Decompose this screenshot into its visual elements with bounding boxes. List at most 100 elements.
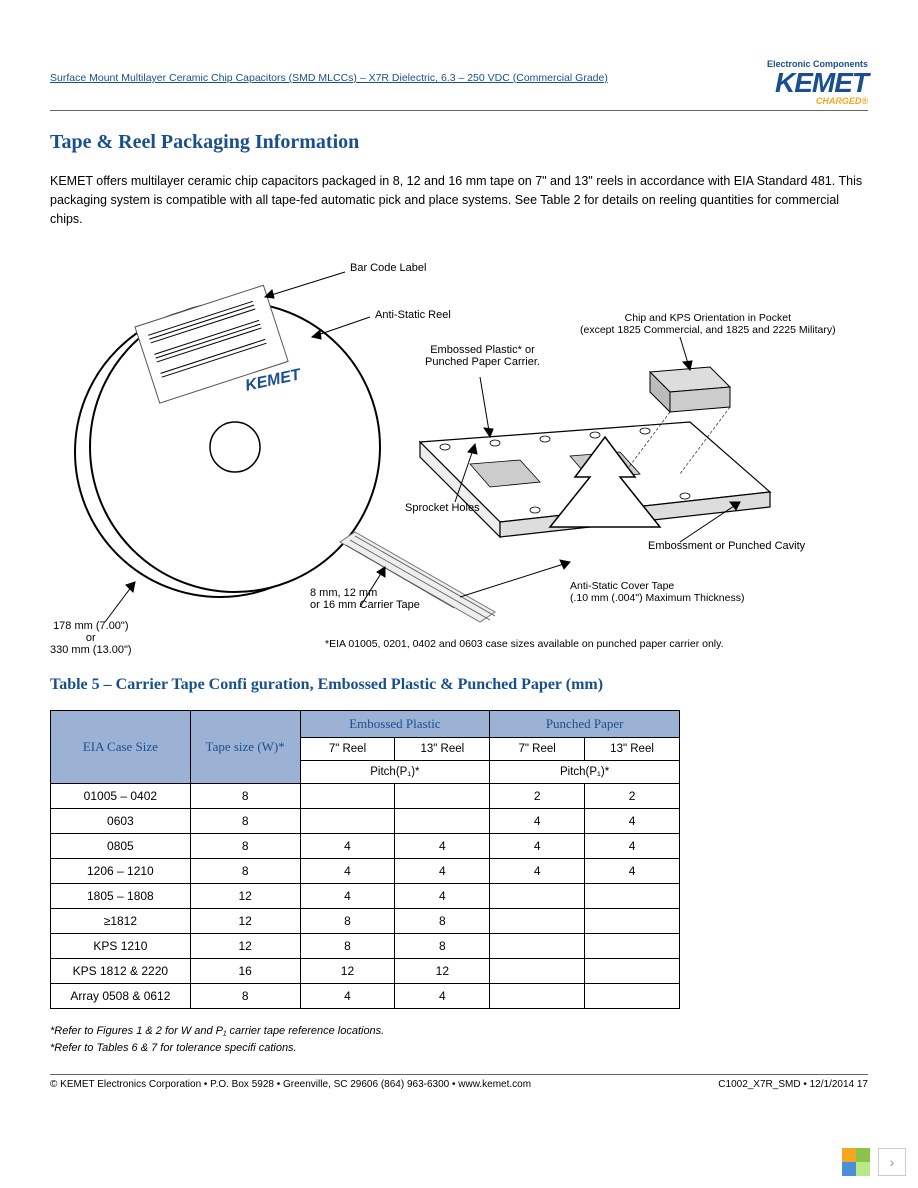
table-cell: KPS 1812 & 2220 bbox=[51, 959, 191, 984]
section-body: KEMET offers multilayer ceramic chip cap… bbox=[50, 172, 868, 228]
table-cell: 8 bbox=[190, 834, 300, 859]
table-cell: 4 bbox=[490, 859, 585, 884]
label-barcode: Bar Code Label bbox=[350, 262, 426, 274]
table-cell: 2 bbox=[490, 784, 585, 809]
document-page: Surface Mount Multilayer Ceramic Chip Ca… bbox=[0, 0, 918, 1130]
footer-left: © KEMET Electronics Corporation • P.O. B… bbox=[50, 1079, 531, 1090]
table-cell: 4 bbox=[490, 809, 585, 834]
table-cell: 8 bbox=[300, 934, 395, 959]
table-cell: 4 bbox=[395, 984, 490, 1009]
table-cell bbox=[490, 984, 585, 1009]
table-cell: 16 bbox=[190, 959, 300, 984]
table-cell: 4 bbox=[300, 859, 395, 884]
table-cell: Array 0508 & 0612 bbox=[51, 984, 191, 1009]
table-row: KPS 1812 & 2220161212 bbox=[51, 959, 680, 984]
table-cell: 4 bbox=[395, 834, 490, 859]
table-cell: 4 bbox=[395, 859, 490, 884]
table-row: 080584444 bbox=[51, 834, 680, 859]
table-cell bbox=[490, 959, 585, 984]
table-row: 01005 – 04028 22 bbox=[51, 784, 680, 809]
table-cell bbox=[395, 784, 490, 809]
col-e-pitch: Pitch(P₁)* bbox=[300, 761, 490, 784]
table-footnotes: *Refer to Figures 1 & 2 for W and P₁ car… bbox=[50, 1023, 868, 1056]
table-cell: 12 bbox=[190, 909, 300, 934]
table-cell: 8 bbox=[190, 859, 300, 884]
table-cell: 1805 – 1808 bbox=[51, 884, 191, 909]
table-cell: 2 bbox=[585, 784, 680, 809]
table-cell bbox=[395, 809, 490, 834]
pager-widget: › bbox=[842, 1148, 906, 1176]
col-p-7reel: 7" Reel bbox=[490, 738, 585, 761]
table-cell: 8 bbox=[190, 984, 300, 1009]
logo-text: KEMET bbox=[767, 69, 868, 97]
diagram-svg bbox=[50, 242, 870, 662]
table-cell bbox=[585, 934, 680, 959]
pager-logo-icon bbox=[842, 1148, 870, 1176]
table-cell: 8 bbox=[395, 909, 490, 934]
table-cell: 1206 – 1210 bbox=[51, 859, 191, 884]
table-cell: 12 bbox=[300, 959, 395, 984]
table-cell bbox=[300, 809, 395, 834]
col-p-pitch: Pitch(P₁)* bbox=[490, 761, 680, 784]
label-anti-static-reel: Anti-Static Reel bbox=[375, 309, 451, 321]
col-e-7reel: 7" Reel bbox=[300, 738, 395, 761]
next-page-button[interactable]: › bbox=[878, 1148, 906, 1176]
label-embossment: Embossment or Punched Cavity bbox=[648, 540, 805, 552]
table-cell: 01005 – 0402 bbox=[51, 784, 191, 809]
table-cell bbox=[585, 959, 680, 984]
table-cell: 4 bbox=[395, 884, 490, 909]
table-row: 1206 – 121084444 bbox=[51, 859, 680, 884]
table-row: ≥18121288 bbox=[51, 909, 680, 934]
page-footer: © KEMET Electronics Corporation • P.O. B… bbox=[50, 1079, 868, 1090]
footer-right: C1002_X7R_SMD • 12/1/2014 17 bbox=[718, 1079, 868, 1090]
table-cell: 0603 bbox=[51, 809, 191, 834]
label-cover-tape: Anti-Static Cover Tape (.10 mm (.004") M… bbox=[570, 580, 745, 604]
table-cell: 0805 bbox=[51, 834, 191, 859]
carrier-tape-table: EIA Case Size Tape size (W)* Embossed Pl… bbox=[50, 710, 680, 1009]
table-cell: 8 bbox=[300, 909, 395, 934]
table5-title: Table 5 – Carrier Tape Confi guration, E… bbox=[50, 676, 868, 694]
table-cell bbox=[585, 909, 680, 934]
page-header: Surface Mount Multilayer Ceramic Chip Ca… bbox=[50, 60, 868, 106]
table-cell bbox=[585, 984, 680, 1009]
label-sprocket: Sprocket Holes bbox=[405, 502, 480, 514]
col-case-size: EIA Case Size bbox=[51, 711, 191, 784]
col-p-13reel: 13" Reel bbox=[585, 738, 680, 761]
table-cell: 12 bbox=[190, 934, 300, 959]
table-cell: 8 bbox=[395, 934, 490, 959]
col-embossed: Embossed Plastic bbox=[300, 711, 490, 738]
table-row: 06038 44 bbox=[51, 809, 680, 834]
col-e-13reel: 13" Reel bbox=[395, 738, 490, 761]
col-tape-size: Tape size (W)* bbox=[190, 711, 300, 784]
table-cell: 4 bbox=[585, 809, 680, 834]
table-cell: 4 bbox=[490, 834, 585, 859]
table-cell: 4 bbox=[300, 834, 395, 859]
table-cell: 8 bbox=[190, 809, 300, 834]
chevron-right-icon: › bbox=[890, 1154, 895, 1170]
table-cell: 4 bbox=[585, 834, 680, 859]
footer-rule bbox=[50, 1074, 868, 1075]
section-title: Tape & Reel Packaging Information bbox=[50, 131, 868, 154]
table-cell: KPS 1210 bbox=[51, 934, 191, 959]
doc-title: Surface Mount Multilayer Ceramic Chip Ca… bbox=[50, 60, 608, 84]
table-cell bbox=[300, 784, 395, 809]
table-cell bbox=[585, 884, 680, 909]
table-cell: 12 bbox=[190, 884, 300, 909]
table-row: KPS 12101288 bbox=[51, 934, 680, 959]
table-cell: 4 bbox=[300, 984, 395, 1009]
label-embossed-carrier: Embossed Plastic* or Punched Paper Carri… bbox=[425, 344, 540, 368]
label-chip-orientation: Chip and KPS Orientation in Pocket (exce… bbox=[580, 312, 836, 336]
label-reel-dim: 178 mm (7.00") or 330 mm (13.00") bbox=[50, 620, 132, 656]
table-cell: 4 bbox=[300, 884, 395, 909]
brand-logo: Electronic Components KEMET CHARGED® bbox=[767, 60, 868, 106]
col-punched: Punched Paper bbox=[490, 711, 680, 738]
table-cell: 8 bbox=[190, 784, 300, 809]
logo-sub: CHARGED® bbox=[767, 97, 868, 106]
header-rule bbox=[50, 110, 868, 111]
footnote-1: *Refer to Figures 1 & 2 for W and P₁ car… bbox=[50, 1023, 868, 1040]
footnote-2: *Refer to Tables 6 & 7 for tolerance spe… bbox=[50, 1040, 868, 1057]
table-cell bbox=[490, 884, 585, 909]
label-carrier-tape: 8 mm, 12 mm or 16 mm Carrier Tape bbox=[310, 587, 420, 611]
table-row: Array 0508 & 0612844 bbox=[51, 984, 680, 1009]
label-eia-note: *EIA 01005, 0201, 0402 and 0603 case siz… bbox=[325, 638, 724, 650]
